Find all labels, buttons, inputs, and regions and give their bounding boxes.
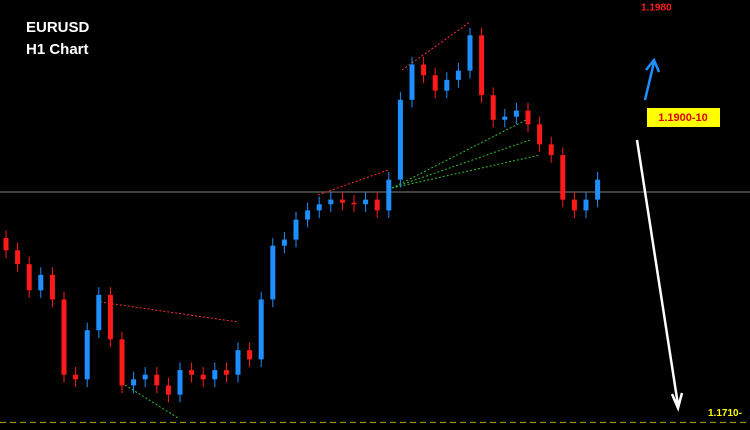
candle-body: [571, 199, 577, 211]
candle-body: [513, 110, 519, 117]
price-label: 1.1710-: [708, 408, 742, 419]
candle-body: [444, 79, 450, 91]
candle-body: [281, 239, 287, 246]
candle-body: [61, 299, 67, 375]
candle-body: [583, 199, 589, 211]
candle-body: [223, 370, 229, 375]
candle-body: [26, 264, 32, 291]
candle-body: [270, 245, 276, 300]
candle-body: [189, 370, 195, 375]
candle-body: [247, 350, 253, 360]
candle-body: [537, 124, 543, 145]
candle-body: [432, 75, 438, 91]
candle-body: [154, 374, 160, 386]
candle-body: [293, 219, 299, 240]
candle-body: [305, 210, 311, 220]
candle-body: [177, 370, 183, 395]
candle-body: [212, 370, 218, 380]
candle-body: [351, 202, 357, 205]
candle-body: [38, 274, 44, 291]
candle-body: [409, 64, 415, 100]
candle-body: [328, 199, 334, 205]
candle-body: [49, 274, 55, 300]
candle-body: [363, 199, 369, 205]
candle-body: [502, 116, 508, 120]
candle-body: [119, 339, 125, 386]
candle-body: [84, 330, 90, 380]
trend-lines: [99, 21, 541, 419]
chart-subtitle: H1 Chart: [26, 41, 89, 58]
candle-body: [339, 199, 345, 203]
candle-body: [165, 385, 171, 395]
candle-body: [479, 35, 485, 96]
candle-body: [548, 144, 554, 156]
candle-body: [200, 374, 206, 380]
candle-body: [258, 299, 264, 360]
price-label: 1.1980: [641, 2, 672, 13]
candle-body: [3, 238, 9, 251]
candle-body: [455, 70, 461, 80]
candle-body: [421, 64, 427, 76]
candle-body: [374, 199, 380, 211]
target-box: [647, 108, 720, 127]
arrows: [635, 57, 684, 412]
candle-body: [467, 35, 473, 71]
candle-body: [235, 350, 241, 375]
candle-body: [386, 179, 392, 211]
candle-body: [96, 294, 102, 331]
candle-body: [73, 374, 79, 380]
chart-title: EURUSD: [26, 19, 90, 36]
target-label: 1.1900-10: [658, 112, 708, 124]
candle-body: [525, 110, 531, 125]
candle-body: [131, 379, 137, 386]
candle-body: [595, 179, 601, 200]
candle-body: [316, 204, 322, 211]
candle-body: [107, 294, 113, 340]
candle-body: [490, 95, 496, 120]
candle-body: [142, 374, 148, 380]
candle-body: [560, 155, 566, 200]
candle-body: [397, 99, 403, 180]
candle-body: [15, 250, 21, 265]
